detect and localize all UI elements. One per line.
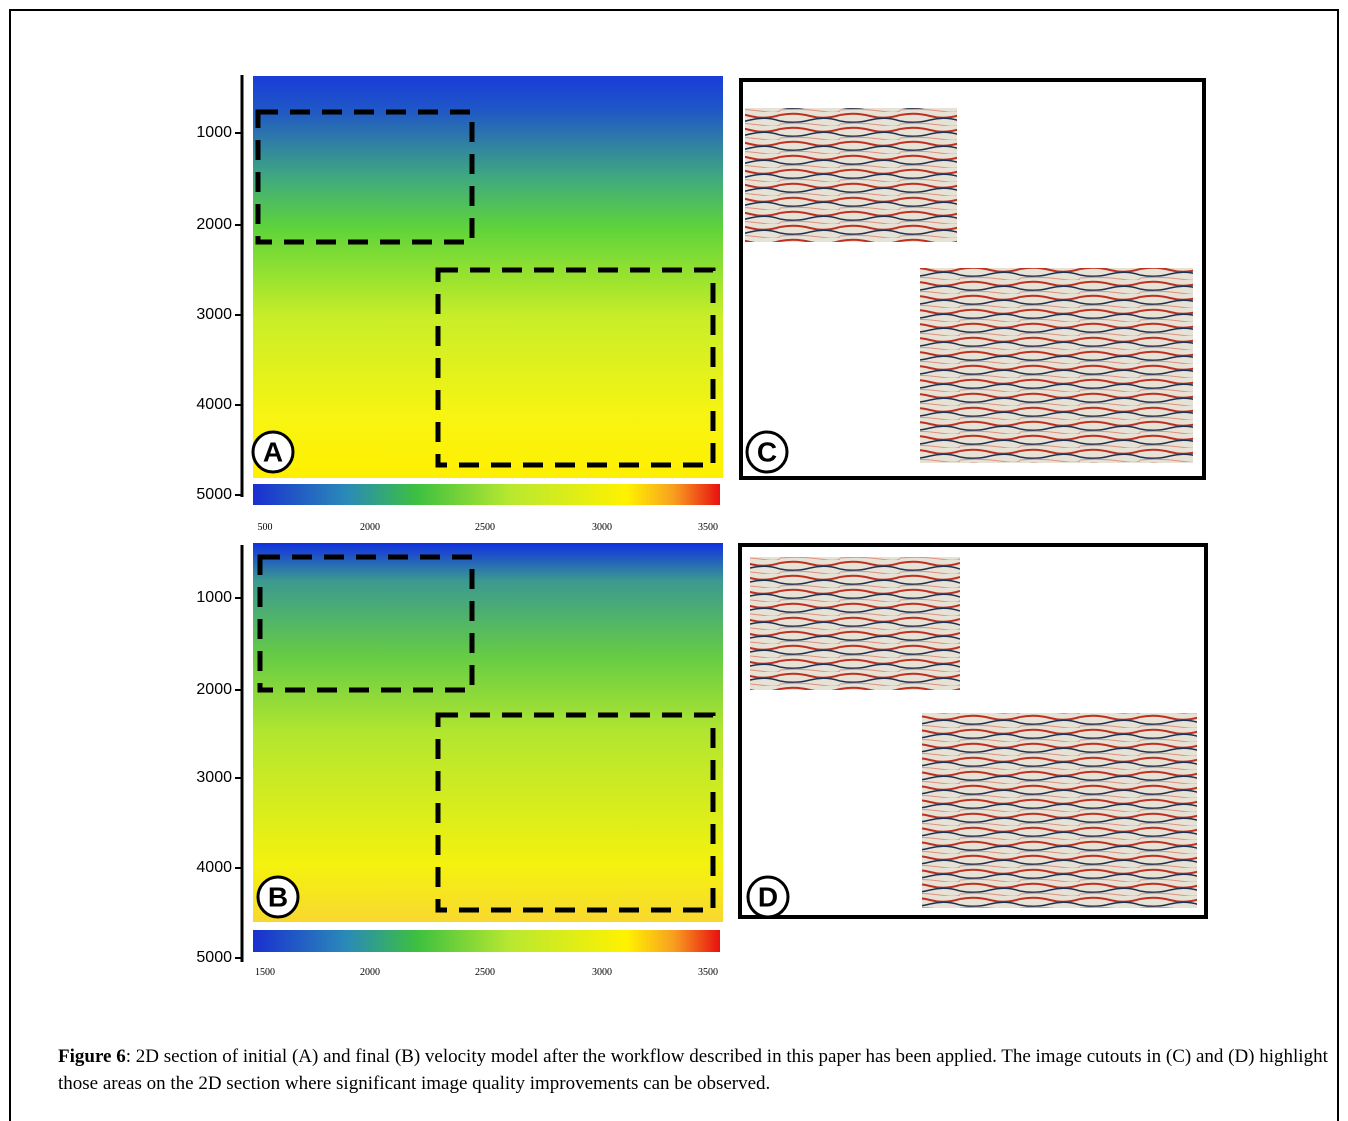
colorbar	[253, 930, 720, 952]
colorbar-tick-label: 2500	[475, 967, 495, 978]
depth-tick-label: 2000	[196, 216, 232, 233]
colorbar-tick-label: 1500	[255, 967, 275, 978]
seismic-cutout	[922, 713, 1197, 908]
colorbar-tick-label: 3500	[698, 967, 718, 978]
panel-label: C	[757, 437, 777, 468]
depth-tick-label: 4000	[196, 396, 232, 413]
depth-tick-label: 4000	[196, 859, 232, 876]
caption-label: Figure 6	[58, 1046, 126, 1067]
seismic-cutout	[920, 268, 1193, 463]
page: {"figure": { "panels": [ {"label": "A", …	[0, 0, 1348, 1121]
panel-label: B	[268, 882, 288, 913]
colorbar	[253, 484, 720, 505]
depth-tick-label: 5000	[196, 949, 232, 966]
depth-tick-label: 2000	[196, 681, 232, 698]
panel-label: D	[758, 882, 778, 913]
panel-label: A	[263, 437, 283, 468]
colorbar-tick-label: 2500	[475, 522, 495, 533]
velocity-image	[253, 543, 723, 922]
depth-tick-label: 3000	[196, 306, 232, 323]
colorbar-tick-label: 3000	[592, 522, 612, 533]
seismic-cutout	[745, 108, 957, 242]
caption-text: : 2D section of initial (A) and final (B…	[58, 1046, 1328, 1094]
depth-tick-label: 1000	[196, 589, 232, 606]
seismic-cutout	[750, 557, 960, 690]
colorbar-tick-label: 3000	[592, 967, 612, 978]
colorbar-tick-label: 2000	[360, 522, 380, 533]
depth-tick-label: 5000	[196, 486, 232, 503]
caption: Figure 6: 2D section of initial (A) and …	[58, 1043, 1328, 1097]
colorbar-tick-label: 500	[258, 522, 273, 533]
colorbar-tick-label: 2000	[360, 967, 380, 978]
depth-tick-label: 1000	[196, 124, 232, 141]
depth-tick-label: 3000	[196, 769, 232, 786]
velocity-image	[253, 76, 723, 478]
figure: 1000 2000 3000 4000 5000 500 2000 2500 3000 3500 A…	[0, 0, 1348, 1121]
colorbar-tick-label: 3500	[698, 522, 718, 533]
